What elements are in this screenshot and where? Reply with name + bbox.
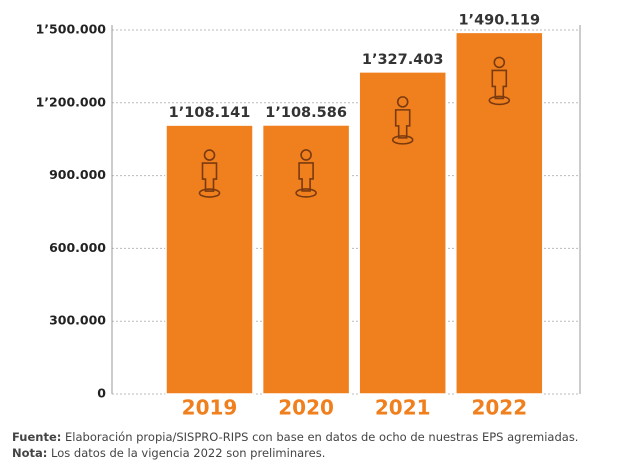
value-label: 1’108.586 — [265, 105, 347, 121]
x-tick-label: 2019 — [182, 396, 238, 420]
x-tick-label: 2020 — [278, 396, 334, 420]
icon-body — [201, 162, 218, 192]
person-icon — [198, 149, 221, 198]
value-label: 1’327.403 — [362, 52, 444, 68]
person-icon — [488, 56, 511, 106]
y-tick-label: 0 — [97, 386, 106, 401]
y-tick-label: 300.000 — [49, 313, 106, 328]
icon-head — [203, 149, 216, 161]
icon-body — [298, 162, 314, 192]
y-tick-label: 1’200.000 — [36, 94, 107, 109]
icon-base — [391, 135, 414, 145]
footnote-text: Elaboración propia/SISPRO-RIPS con base … — [61, 430, 578, 444]
footnote: Fuente: Elaboración propia/SISPRO-RIPS c… — [12, 430, 578, 444]
icon-base — [198, 188, 221, 198]
bar — [455, 31, 544, 395]
icon-head — [493, 56, 506, 69]
bar — [165, 124, 254, 395]
y-tick-label: 600.000 — [49, 240, 106, 255]
footnote: Nota: Los datos de la vigencia 2022 son … — [12, 446, 325, 460]
x-tick-label: 2021 — [375, 396, 431, 420]
icon-head — [300, 149, 312, 161]
y-tick-label: 900.000 — [49, 167, 106, 182]
icon-body — [491, 69, 508, 100]
icon-base — [295, 188, 317, 198]
icon-head — [396, 96, 409, 108]
icon-body — [394, 109, 411, 139]
person-icon — [391, 96, 414, 145]
icon-base — [488, 95, 511, 106]
footnote-text: Los datos de la vigencia 2022 son prelim… — [47, 446, 325, 460]
bar — [261, 124, 351, 395]
bar — [358, 71, 447, 395]
person-icon — [295, 149, 317, 198]
footnote-label: Fuente: — [12, 430, 61, 444]
value-label: 1’108.141 — [169, 105, 251, 121]
footnote-label: Nota: — [12, 446, 47, 460]
y-tick-label: 1’500.000 — [36, 22, 107, 37]
value-label: 1’490.119 — [458, 12, 540, 28]
x-tick-label: 2022 — [471, 396, 527, 420]
